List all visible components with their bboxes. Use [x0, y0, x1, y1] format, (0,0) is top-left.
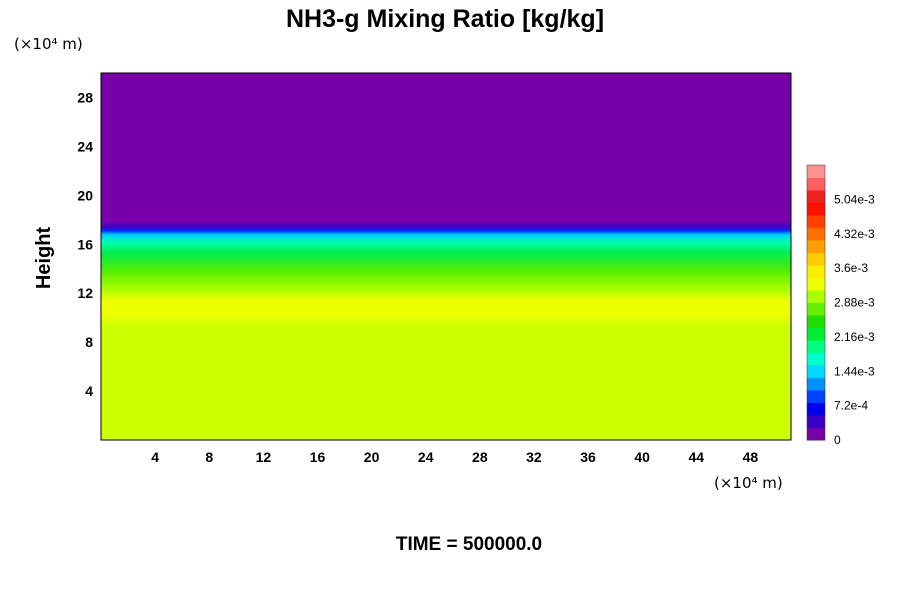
- colorbar-swatch: [807, 165, 825, 178]
- x-tick-label: 24: [418, 449, 434, 465]
- colorbar-swatch: [807, 302, 825, 316]
- colorbar: 0 7.2e-4 1.44e-3 2.16e-3 2.88e-3 3.6e-3 4.32e-…: [806, 164, 875, 447]
- x-tick-label: 12: [256, 449, 272, 465]
- y-tick-label: 12: [77, 285, 93, 301]
- colorbar-swatch: [807, 227, 825, 241]
- x-ticks: 4 8 12 16 20 24 28 32 36 40 44 48: [151, 449, 758, 465]
- colorbar-swatch: [807, 177, 825, 191]
- y-tick-label: 24: [77, 138, 93, 154]
- y-ticks: 4 8 12 16 20 24 28: [77, 89, 93, 399]
- colorbar-swatch: [807, 377, 825, 391]
- x-tick-label: 8: [205, 449, 213, 465]
- colorbar-swatch: [807, 190, 825, 203]
- y-tick-label: 28: [77, 89, 93, 105]
- x-tick-label: 16: [310, 449, 326, 465]
- colorbar-tick-label: 0: [834, 433, 841, 447]
- plot-frame: [100, 72, 792, 441]
- colorbar-swatch: [807, 390, 825, 403]
- colorbar-tick-label: 5.04e-3: [834, 192, 875, 206]
- x-axis-unit: (×10⁴ m): [714, 474, 783, 492]
- chart-title: NH3-g Mixing Ratio [kg/kg]: [286, 5, 604, 33]
- colorbar-tick-label: 4.32e-3: [834, 227, 875, 241]
- colorbar-swatch: [807, 315, 825, 328]
- x-tick-label: 36: [580, 449, 596, 465]
- x-tick-label: 32: [526, 449, 542, 465]
- y-axis-unit: (×10⁴ m): [14, 35, 83, 53]
- colorbar-tick-label: 2.88e-3: [834, 296, 875, 310]
- colorbar-swatch: [807, 365, 825, 378]
- colorbar-swatch: [807, 402, 825, 416]
- colorbar-tick-label: 7.2e-4: [834, 399, 868, 413]
- colorbar-swatch: [807, 352, 825, 366]
- time-label: TIME = 500000.0: [396, 534, 542, 555]
- y-axis-label: Height: [33, 227, 55, 290]
- plot-field: [101, 73, 791, 440]
- x-tick-label: 28: [472, 449, 488, 465]
- colorbar-swatch: [807, 202, 825, 216]
- colorbar-tick-label: 1.44e-3: [834, 364, 875, 378]
- colorbar-swatch: [807, 277, 825, 291]
- y-tick-label: 16: [77, 236, 93, 252]
- colorbar-tick-label: 3.6e-3: [834, 261, 868, 275]
- y-tick-label: 20: [77, 187, 93, 203]
- colorbar-frame: [806, 164, 826, 441]
- colorbar-swatch: [807, 340, 825, 353]
- colorbar-swatch: [807, 327, 825, 341]
- colorbar-swatch: [807, 265, 825, 278]
- x-tick-label: 20: [364, 449, 380, 465]
- colorbar-swatch: [807, 240, 825, 253]
- colorbar-tick-label: 2.16e-3: [834, 330, 875, 344]
- x-tick-label: 40: [634, 449, 650, 465]
- y-tick-label: 4: [85, 383, 93, 399]
- colorbar-swatch: [807, 252, 825, 266]
- x-tick-label: 44: [689, 449, 705, 465]
- y-tick-label: 8: [85, 334, 93, 350]
- x-tick-label: 4: [151, 449, 159, 465]
- x-tick-label: 48: [743, 449, 759, 465]
- colorbar-swatch: [807, 290, 825, 303]
- colorbar-swatch: [807, 427, 825, 441]
- colorbar-swatch: [807, 415, 825, 428]
- colorbar-swatch: [807, 215, 825, 228]
